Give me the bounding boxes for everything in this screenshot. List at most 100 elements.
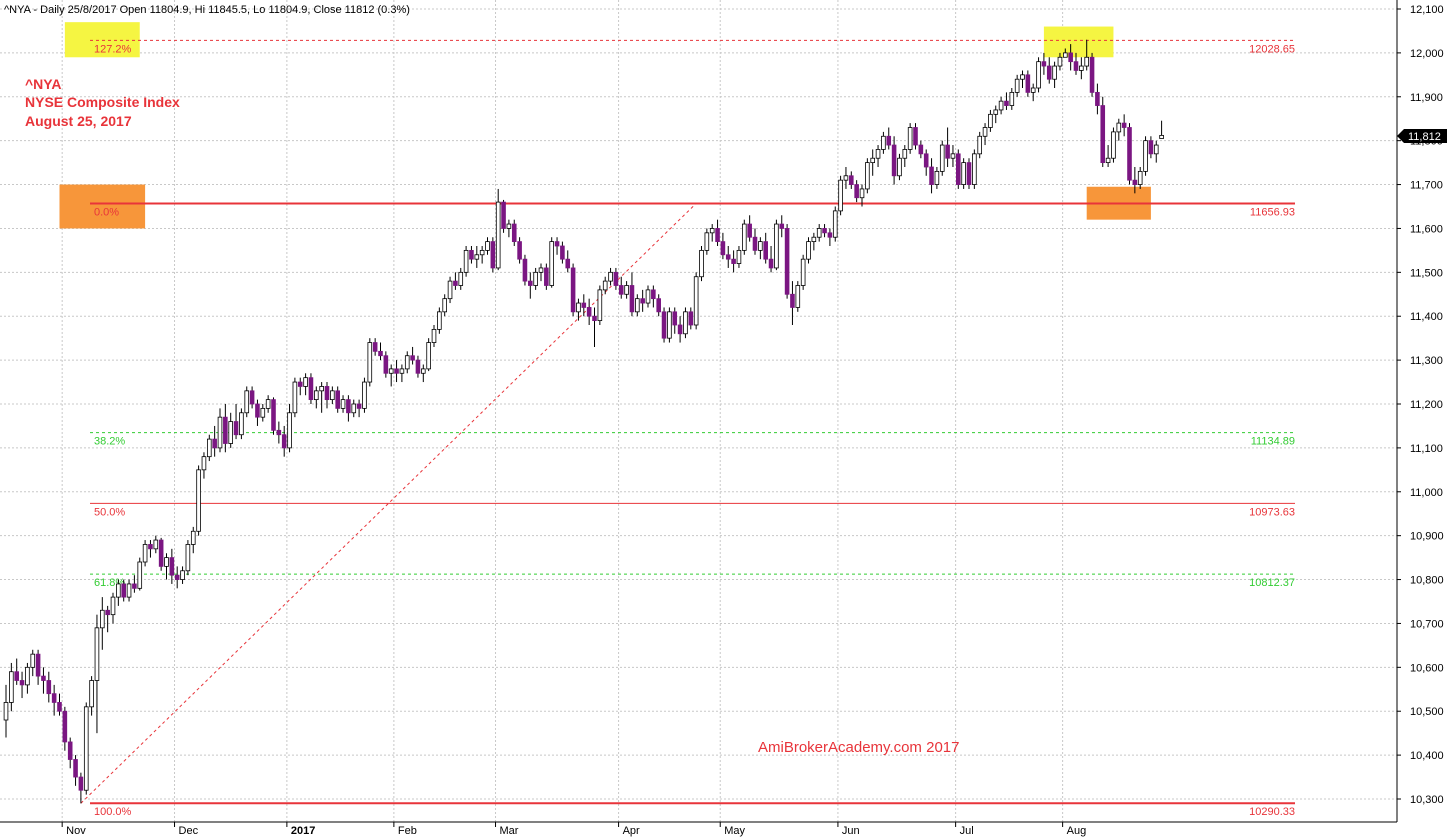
candle xyxy=(651,285,656,308)
candle-body-up xyxy=(287,412,292,449)
candle xyxy=(1046,57,1052,84)
candle xyxy=(581,294,587,317)
candle-body-down xyxy=(918,144,924,155)
candle-body-down xyxy=(688,311,694,326)
candle-body-up xyxy=(153,539,159,550)
candle-body-up xyxy=(404,355,410,370)
candle-body-down xyxy=(324,386,330,401)
candle-body-up xyxy=(645,289,651,304)
candle xyxy=(1079,57,1084,80)
candle xyxy=(961,158,966,189)
candle xyxy=(966,158,972,189)
candle-body-up xyxy=(1036,61,1041,89)
candle-body-up xyxy=(704,232,710,251)
candle xyxy=(394,360,399,383)
fib-percent-label: 0.0% xyxy=(94,206,119,218)
candle-body-down xyxy=(1132,179,1138,185)
candle xyxy=(854,180,859,203)
candle-body-up xyxy=(699,249,704,278)
candle xyxy=(827,228,833,246)
candle xyxy=(388,364,394,387)
candle xyxy=(1105,145,1111,167)
candle-body-down xyxy=(661,311,667,339)
candle xyxy=(313,386,319,409)
candle-body-down xyxy=(768,258,774,269)
candle-body-up xyxy=(479,249,485,256)
candle xyxy=(9,662,14,712)
candle-body-up xyxy=(736,249,742,264)
candle xyxy=(1036,57,1041,93)
candle-body-down xyxy=(73,759,78,778)
candle-body-down xyxy=(169,557,175,576)
y-tick-label: 11,000 xyxy=(1410,487,1443,499)
candle xyxy=(1111,127,1116,163)
candle-body-up xyxy=(463,249,469,273)
y-tick-label: 11,600 xyxy=(1410,223,1443,235)
candle xyxy=(838,175,843,216)
month-label: Feb xyxy=(398,825,417,837)
candle-body-down xyxy=(297,381,303,387)
candle-body-up xyxy=(239,412,244,436)
candle-body-up xyxy=(265,399,271,409)
candle-body-up xyxy=(870,157,875,164)
date-axis: Nov Dec 2017 Feb Mar Apr May Jun Jul Aug xyxy=(0,821,1397,837)
candle-body-up xyxy=(190,530,196,545)
candle xyxy=(763,232,768,264)
candle-body-up xyxy=(201,456,207,471)
candle-body-up xyxy=(94,627,100,681)
candle xyxy=(330,386,335,404)
candle-body-up xyxy=(939,144,945,172)
candle-body-up xyxy=(875,149,881,159)
candle xyxy=(453,272,458,290)
candle-body-up xyxy=(485,241,490,251)
candle-body-down xyxy=(174,574,180,580)
watermark: AmiBrokerAcademy.com 2017 xyxy=(758,739,959,756)
fib-value-label: 10812.37 xyxy=(1249,577,1295,589)
candle-body-up xyxy=(340,399,346,409)
candle-body-down xyxy=(410,355,415,361)
candle xyxy=(881,131,886,154)
candle xyxy=(747,215,752,242)
candle xyxy=(907,123,913,154)
candle-body-down xyxy=(592,315,597,322)
candle xyxy=(533,267,538,290)
candle xyxy=(576,298,581,321)
candle xyxy=(30,649,36,677)
highlight-box-yellow xyxy=(1043,26,1114,58)
y-tick-label: 10,700 xyxy=(1410,618,1444,630)
y-tick-label: 10,300 xyxy=(1410,794,1444,806)
candle xyxy=(645,285,651,308)
candle xyxy=(528,272,533,299)
candle-body-up xyxy=(865,162,870,190)
candle xyxy=(116,579,121,606)
candle xyxy=(260,404,266,422)
candle-body-down xyxy=(913,127,918,146)
candle xyxy=(62,706,68,751)
fib-value-label: 11656.93 xyxy=(1250,206,1295,218)
candle xyxy=(474,246,480,268)
candle xyxy=(902,145,908,167)
candle-body-down xyxy=(78,776,84,791)
candle xyxy=(758,237,763,260)
candle xyxy=(89,676,94,716)
candle xyxy=(137,557,143,591)
candle-body-up xyxy=(774,223,779,269)
candle xyxy=(501,199,506,233)
candle-body-down xyxy=(233,421,239,436)
candle xyxy=(142,540,148,567)
candle-body-up xyxy=(982,127,988,137)
candle xyxy=(570,263,576,317)
candle xyxy=(993,105,999,124)
candle xyxy=(1116,118,1122,141)
candle xyxy=(1025,70,1031,97)
candle-body-down xyxy=(394,368,399,374)
candle xyxy=(811,232,817,251)
candle xyxy=(372,338,378,356)
candle xyxy=(25,662,30,694)
candle-body-up xyxy=(426,342,431,370)
month-label: Apr xyxy=(623,825,640,837)
candle-body-up xyxy=(832,210,838,238)
candle xyxy=(875,145,881,167)
candle-body-down xyxy=(640,298,645,304)
y-tick-label: 11,400 xyxy=(1410,311,1443,323)
